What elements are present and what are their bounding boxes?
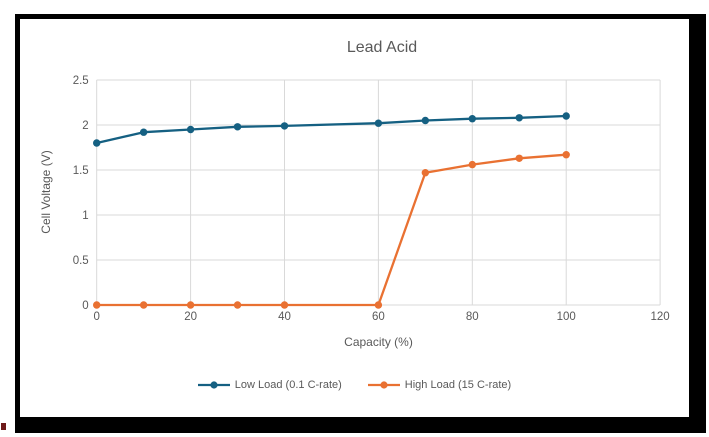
plot-area: 0 0.5 1 1.5 2 2.5 0 20 40 60 80 100 120	[73, 75, 670, 323]
series-line-0	[95, 114, 568, 145]
high-load-legend-marker-icon	[367, 381, 400, 389]
legend-label-high-load: High Load (15 C-rate)	[404, 379, 512, 391]
legend-item-low-load: Low Load (0.1 C-rate)	[197, 379, 342, 391]
data-point-marker	[139, 128, 148, 136]
legend: Low Load (0.1 C-rate) High Load (15 C-ra…	[20, 379, 689, 391]
x-tick-label: 40	[278, 311, 291, 323]
y-tick-label: 1	[82, 210, 88, 222]
x-tick-label: 120	[651, 311, 670, 323]
x-tick-label: 0	[93, 311, 99, 323]
gridlines	[96, 79, 661, 306]
x-tick-label: 20	[184, 311, 197, 323]
y-axis-title: Cell Voltage (V)	[39, 150, 53, 234]
chart-frame[interactable]: Lead Acid 0 0.5 1 1.5 2 2.5 0 20 40 60 80 100 120 Ce…	[15, 14, 706, 433]
chart-area: Lead Acid 0 0.5 1 1.5 2 2.5 0 20 40 60 80 100 120 Ce…	[20, 19, 689, 417]
data-point-marker	[421, 169, 430, 177]
data-point-marker	[374, 301, 383, 309]
legend-label-low-load: Low Load (0.1 C-rate)	[234, 379, 342, 391]
data-point-marker	[139, 301, 148, 309]
y-tick-label: 1.5	[73, 165, 89, 177]
data-point-marker	[515, 114, 523, 122]
legend-item-high-load: High Load (15 C-rate)	[367, 379, 512, 391]
data-point-marker	[280, 301, 289, 309]
data-point-marker	[280, 122, 289, 130]
x-tick-label: 80	[466, 311, 479, 323]
x-tick-label: 60	[372, 311, 385, 323]
data-point-marker	[186, 125, 195, 134]
y-tick-label: 2	[82, 120, 88, 132]
data-point-marker	[562, 112, 570, 120]
data-point-marker	[562, 151, 570, 159]
chart-title: Lead Acid	[346, 39, 418, 56]
low-load-legend-marker-icon	[197, 381, 230, 389]
x-tick-label: 100	[557, 311, 576, 323]
data-point-marker	[93, 301, 101, 309]
series-line-1	[95, 153, 568, 307]
series-lines	[93, 112, 570, 309]
data-point-marker	[468, 115, 476, 123]
data-point-marker	[233, 301, 242, 309]
data-point-marker	[93, 139, 101, 147]
data-point-marker	[374, 119, 383, 127]
y-tick-label: 0	[82, 300, 88, 312]
data-point-marker	[421, 116, 430, 125]
data-point-marker	[186, 301, 195, 309]
y-tick-label: 2.5	[73, 75, 89, 87]
tick-labels: 0 0.5 1 1.5 2 2.5 0 20 40 60 80 100 120	[73, 75, 670, 323]
data-point-marker	[468, 160, 476, 169]
y-tick-label: 0.5	[73, 255, 89, 267]
x-axis-title: Capacity (%)	[344, 335, 413, 349]
data-point-marker	[233, 123, 242, 131]
screen-artifact	[1, 423, 6, 430]
data-point-marker	[515, 154, 523, 162]
